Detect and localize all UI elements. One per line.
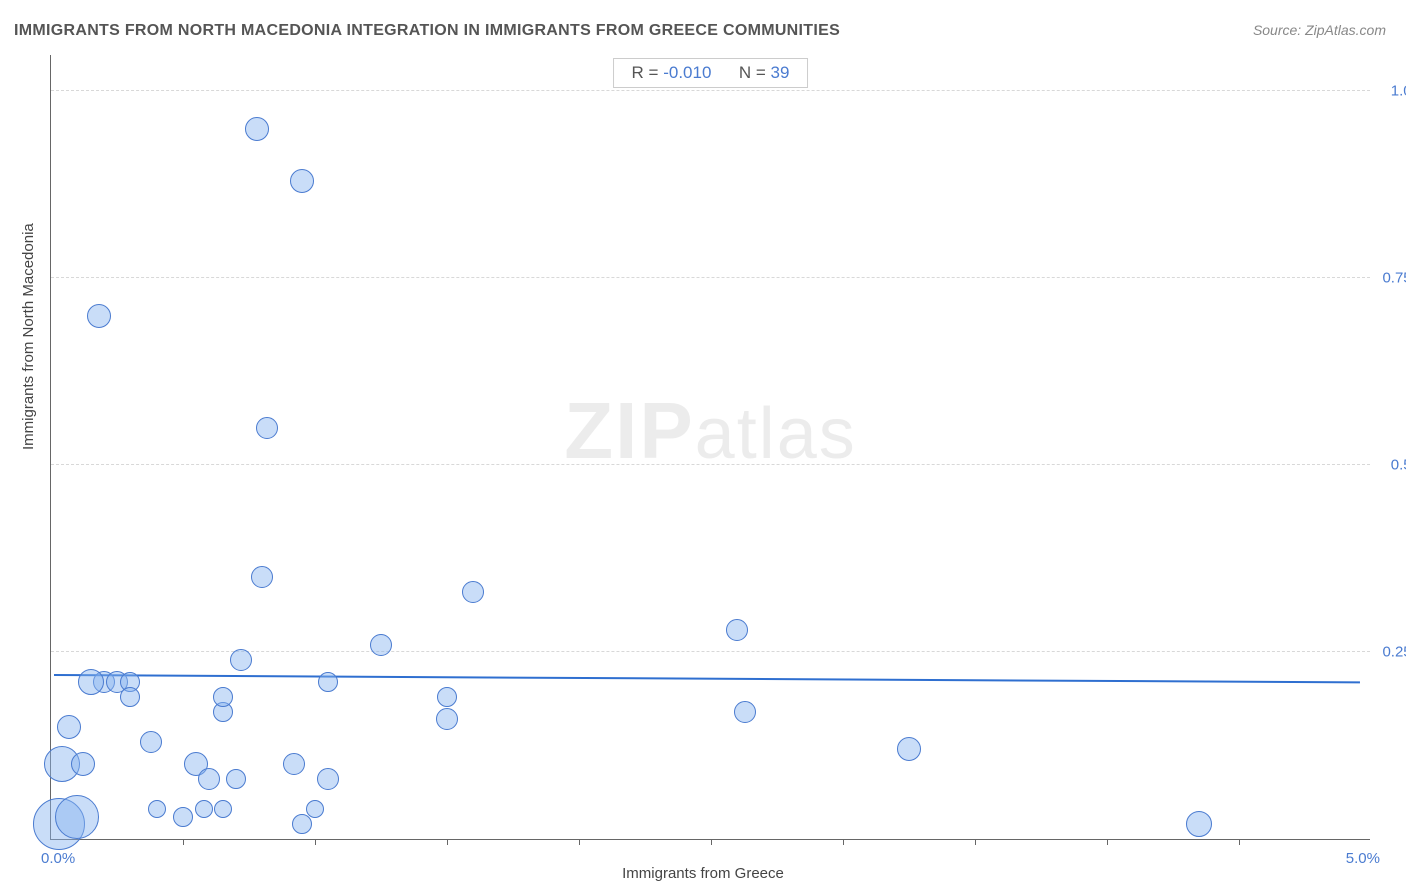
data-bubble [251,566,273,588]
data-bubble [230,649,252,671]
data-bubble [726,619,748,641]
n-value: 39 [771,63,790,82]
data-bubble [226,769,246,789]
data-bubble [214,800,232,818]
data-bubble [213,687,233,707]
data-bubble [87,304,111,328]
r-value: -0.010 [663,63,711,82]
x-tick [579,839,580,845]
data-bubble [57,715,81,739]
data-bubble [198,768,220,790]
x-tick [183,839,184,845]
data-bubble [55,795,99,839]
x-axis-min-label: 0.0% [41,850,75,867]
data-bubble [318,672,338,692]
x-axis-label: Immigrants from Greece [622,865,784,882]
n-label: N = [739,63,766,82]
trend-line [54,674,1360,683]
data-bubble [195,800,213,818]
data-bubble [256,417,278,439]
chart-title: IMMIGRANTS FROM NORTH MACEDONIA INTEGRAT… [14,22,840,40]
y-gridline [51,277,1370,278]
data-bubble [897,737,921,761]
watermark-zip: ZIP [564,386,694,475]
data-bubble [120,687,140,707]
y-tick-label: 0.5% [1391,457,1406,474]
data-bubble [370,634,392,656]
data-bubble [734,701,756,723]
data-bubble [283,753,305,775]
x-tick [447,839,448,845]
data-bubble [306,800,324,818]
data-bubble [436,708,458,730]
y-gridline [51,464,1370,465]
data-bubble [148,800,166,818]
y-tick-label: 1.0% [1391,83,1406,100]
y-gridline [51,90,1370,91]
y-tick-label: 0.75% [1382,270,1406,287]
data-bubble [245,117,269,141]
data-bubble [71,752,95,776]
data-bubble [437,687,457,707]
y-axis-label: Immigrants from North Macedonia [20,223,37,450]
data-bubble [462,581,484,603]
x-tick [315,839,316,845]
data-bubble [292,814,312,834]
data-bubble [140,731,162,753]
data-bubble [78,669,104,695]
y-tick-label: 0.25% [1382,644,1406,661]
r-label: R = [632,63,659,82]
data-bubble [173,807,193,827]
watermark-atlas: atlas [695,394,857,474]
stats-box: R = -0.010 N = 39 [613,58,809,88]
x-tick [711,839,712,845]
x-tick [975,839,976,845]
data-bubble [1186,811,1212,837]
x-tick [1239,839,1240,845]
x-tick [843,839,844,845]
data-bubble [290,169,314,193]
data-bubble [317,768,339,790]
x-axis-max-label: 5.0% [1346,850,1380,867]
scatter-chart: R = -0.010 N = 39 ZIPatlas 0.0% 5.0% 0.2… [50,55,1370,840]
source-attribution: Source: ZipAtlas.com [1253,22,1386,38]
x-tick [1107,839,1108,845]
